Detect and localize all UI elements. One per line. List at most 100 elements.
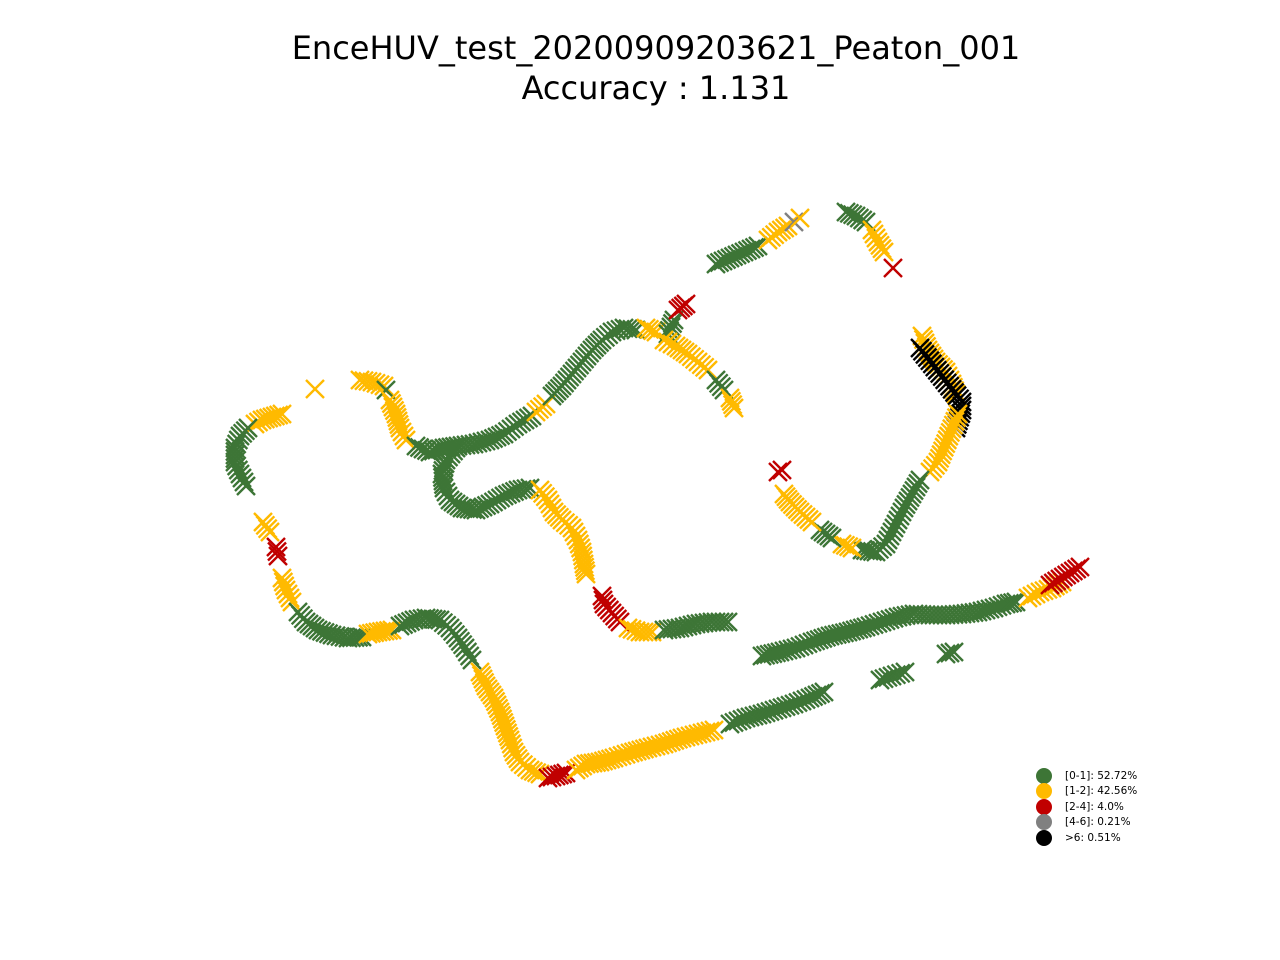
x-marker xyxy=(512,479,532,500)
x-marker xyxy=(736,708,756,728)
x-marker xyxy=(610,612,630,632)
x-marker xyxy=(570,538,591,558)
x-marker xyxy=(657,732,678,753)
x-marker xyxy=(576,564,596,584)
x-marker xyxy=(393,614,414,635)
legend-label: [4-6]: 0.21% xyxy=(1065,816,1131,829)
x-marker xyxy=(473,497,493,517)
x-marker xyxy=(700,721,720,741)
x-marker xyxy=(404,610,424,630)
x-marker xyxy=(433,474,454,495)
x-marker xyxy=(812,628,833,649)
x-marker xyxy=(999,593,1020,614)
x-marker xyxy=(664,310,684,330)
x-marker xyxy=(676,294,696,314)
legend-label: [2-4]: 4.0% xyxy=(1065,800,1124,813)
x-marker xyxy=(674,617,694,637)
x-marker xyxy=(1006,592,1026,612)
x-marker xyxy=(1070,557,1090,577)
x-marker xyxy=(714,612,734,632)
x-marker xyxy=(616,744,636,765)
x-marker xyxy=(526,762,547,783)
x-marker xyxy=(374,376,394,396)
x-marker xyxy=(883,258,903,278)
x-marker xyxy=(380,390,400,410)
x-marker xyxy=(384,400,405,421)
x-marker xyxy=(662,313,683,334)
x-marker xyxy=(884,608,904,629)
x-marker xyxy=(642,320,663,341)
x-marker xyxy=(520,760,540,780)
legend-marker xyxy=(1036,783,1052,800)
x-marker xyxy=(766,642,787,663)
x-marker xyxy=(406,436,426,456)
x-marker xyxy=(664,730,685,751)
x-marker xyxy=(487,427,507,447)
x-marker xyxy=(574,557,595,578)
x-marker xyxy=(778,216,798,236)
x-marker xyxy=(480,430,500,450)
x-marker xyxy=(650,735,670,755)
x-marker xyxy=(762,643,783,664)
x-marker xyxy=(968,602,988,622)
x-marker xyxy=(727,245,747,265)
x-marker xyxy=(390,616,410,636)
legend-marker xyxy=(1036,767,1052,784)
x-marker xyxy=(718,612,738,632)
x-marker xyxy=(642,622,662,642)
x-marker xyxy=(696,722,716,742)
x-marker xyxy=(890,663,911,684)
legend-entry: [0-1]: 52.72% xyxy=(1036,767,1137,784)
x-marker xyxy=(802,632,822,652)
x-marker xyxy=(672,728,692,748)
x-marker xyxy=(838,622,858,642)
x-marker xyxy=(388,411,408,431)
x-marker xyxy=(706,254,726,274)
x-marker xyxy=(381,393,402,414)
x-marker xyxy=(809,629,830,650)
x-marker xyxy=(810,683,831,704)
x-marker xyxy=(720,248,740,268)
chart-title-line1: EnceHUV_test_20200909203621_Peaton_001 xyxy=(291,29,1021,67)
x-marker xyxy=(698,360,718,380)
x-marker xyxy=(737,240,758,261)
x-marker xyxy=(375,621,395,641)
x-marker xyxy=(466,500,486,520)
x-marker xyxy=(839,203,860,224)
x-marker xyxy=(496,719,517,740)
x-marker xyxy=(704,720,724,740)
x-marker xyxy=(892,606,912,627)
x-marker xyxy=(807,685,827,705)
x-marker xyxy=(692,723,712,743)
x-marker xyxy=(268,546,288,566)
x-marker xyxy=(225,448,245,469)
x-marker xyxy=(790,208,810,228)
x-marker xyxy=(627,741,648,761)
x-marker xyxy=(470,662,490,682)
x-marker xyxy=(433,471,453,491)
x-marker xyxy=(784,212,804,232)
x-marker xyxy=(255,409,276,429)
x-marker xyxy=(322,625,342,645)
x-marker xyxy=(600,749,621,769)
x-marker xyxy=(354,370,374,391)
x-marker xyxy=(636,318,656,338)
x-marker xyxy=(680,726,700,746)
x-marker xyxy=(670,618,690,638)
x-marker xyxy=(305,379,325,399)
trajectory-marks xyxy=(225,202,1090,788)
x-marker xyxy=(400,611,421,632)
x-marker xyxy=(770,642,790,662)
x-marker xyxy=(678,616,698,636)
x-marker xyxy=(666,618,686,639)
x-marker xyxy=(936,644,956,664)
x-marker xyxy=(536,394,556,414)
x-marker xyxy=(684,725,704,745)
x-marker xyxy=(723,246,744,267)
x-marker xyxy=(476,431,496,451)
x-marker xyxy=(423,609,443,629)
x-marker xyxy=(508,480,528,500)
x-marker xyxy=(492,709,513,729)
x-marker xyxy=(1002,592,1023,613)
